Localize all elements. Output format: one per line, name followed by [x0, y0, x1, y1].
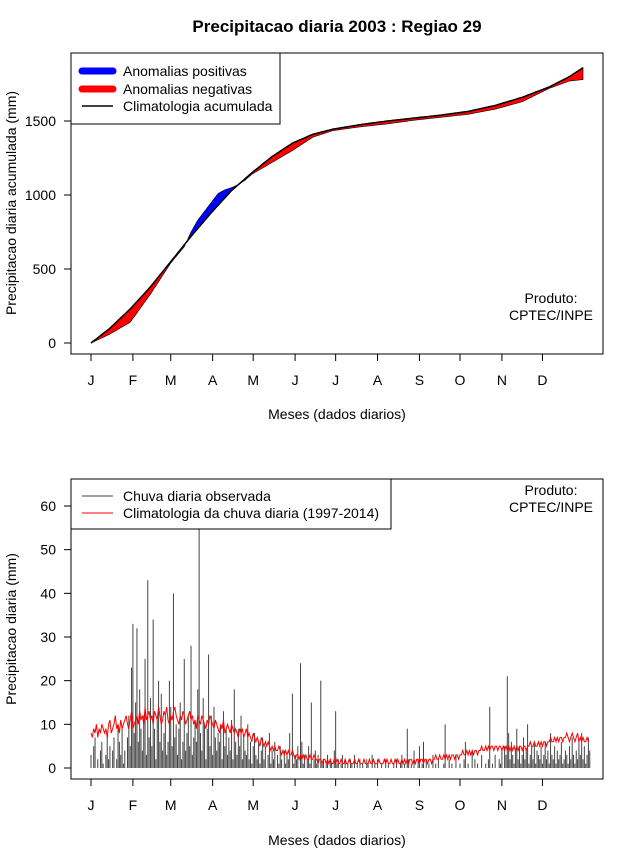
y-tick-label-bottom-0: 0 — [48, 760, 56, 776]
cumulative-chart: J F M A M J J A S O N D 0 500 1000 1500 Meses (dados d… — [3, 52, 604, 422]
y-tick-label-bottom-60: 60 — [40, 498, 56, 514]
x-tick-label-2: M — [165, 372, 177, 388]
legend-bottom: Chuva diaria observada Climatologia da c… — [70, 478, 392, 530]
x-tick-label-bottom-0: J — [88, 797, 95, 813]
y-tick-label-bottom-20: 20 — [40, 673, 56, 689]
x-tick-label-bottom-7: A — [373, 797, 383, 813]
legend-box-bottom — [70, 478, 392, 530]
legend-label-daily-climatology: Climatologia da chuva diaria (1997-2014) — [123, 505, 379, 521]
anomaly-negative-area-1 — [92, 240, 188, 343]
y-tick-label-1000: 1000 — [25, 187, 56, 203]
product-label-bottom: Produto: — [525, 482, 578, 498]
anomaly-negative-area-3 — [239, 67, 584, 185]
y-tick-label-bottom-30: 30 — [40, 629, 56, 645]
y-axis: 0 500 1000 1500 — [25, 113, 72, 351]
y-tick-label-0: 0 — [48, 335, 56, 351]
x-tick-label-4: M — [247, 372, 259, 388]
legend-label-observed: Chuva diaria observada — [123, 488, 271, 504]
x-axis-label-bottom: Meses (dados diarios) — [268, 832, 406, 848]
product-credit: CPTEC/INPE — [509, 307, 593, 323]
x-tick-label-bottom-3: A — [208, 797, 218, 813]
daily-chart: J F M A M J J A S O N D 0 10 20 30 40 50 60 Meses (dados … — [3, 478, 604, 848]
x-tick-label-bottom-10: N — [497, 797, 507, 813]
x-tick-label-bottom-2: M — [165, 797, 177, 813]
climatology-cumulative-line — [90, 67, 584, 344]
y-axis-label: Precipitacao diaria acumulada (mm) — [3, 91, 19, 315]
x-tick-label-bottom-5: J — [292, 797, 299, 813]
x-axis-label: Meses (dados diarios) — [268, 406, 406, 422]
x-tick-label-1: F — [129, 372, 138, 388]
x-tick-label-0: J — [88, 372, 95, 388]
y-tick-label-bottom-50: 50 — [40, 542, 56, 558]
x-tick-label-bottom-8: S — [415, 797, 424, 813]
x-tick-label-5: J — [292, 372, 299, 388]
x-tick-label-11: D — [537, 372, 547, 388]
x-tick-label-8: S — [415, 372, 424, 388]
climatology-daily-line — [90, 706, 589, 766]
y-axis-label-bottom: Precipitacao diaria (mm) — [3, 553, 19, 705]
x-tick-label-9: O — [455, 372, 466, 388]
y-axis-bottom: 0 10 20 30 40 50 60 — [40, 498, 72, 776]
x-tick-label-bottom-9: O — [455, 797, 466, 813]
x-tick-label-10: N — [497, 372, 507, 388]
chart-title: Precipitacao diaria 2003 : Regiao 29 — [192, 17, 481, 36]
x-tick-label-bottom-6: J — [332, 797, 339, 813]
y-tick-label-bottom-10: 10 — [40, 716, 56, 732]
x-tick-label-6: J — [332, 372, 339, 388]
x-tick-label-3: A — [208, 372, 218, 388]
x-tick-label-7: A — [373, 372, 383, 388]
y-tick-label-bottom-40: 40 — [40, 585, 56, 601]
x-tick-label-bottom-1: F — [129, 797, 138, 813]
daily-bars — [90, 527, 591, 768]
y-tick-label-500: 500 — [33, 261, 57, 277]
product-credit-bottom: CPTEC/INPE — [509, 499, 593, 515]
legend: Anomalias positivas Anomalias negativas … — [70, 52, 281, 125]
legend-label-negative: Anomalias negativas — [123, 81, 252, 97]
y-tick-label-1500: 1500 — [25, 113, 56, 129]
x-tick-label-bottom-11: D — [537, 797, 547, 813]
product-label: Produto: — [525, 290, 578, 306]
x-tick-label-bottom-4: M — [247, 797, 259, 813]
legend-label-positive: Anomalias positivas — [123, 63, 247, 79]
legend-label-climatology: Climatologia acumulada — [123, 98, 273, 114]
